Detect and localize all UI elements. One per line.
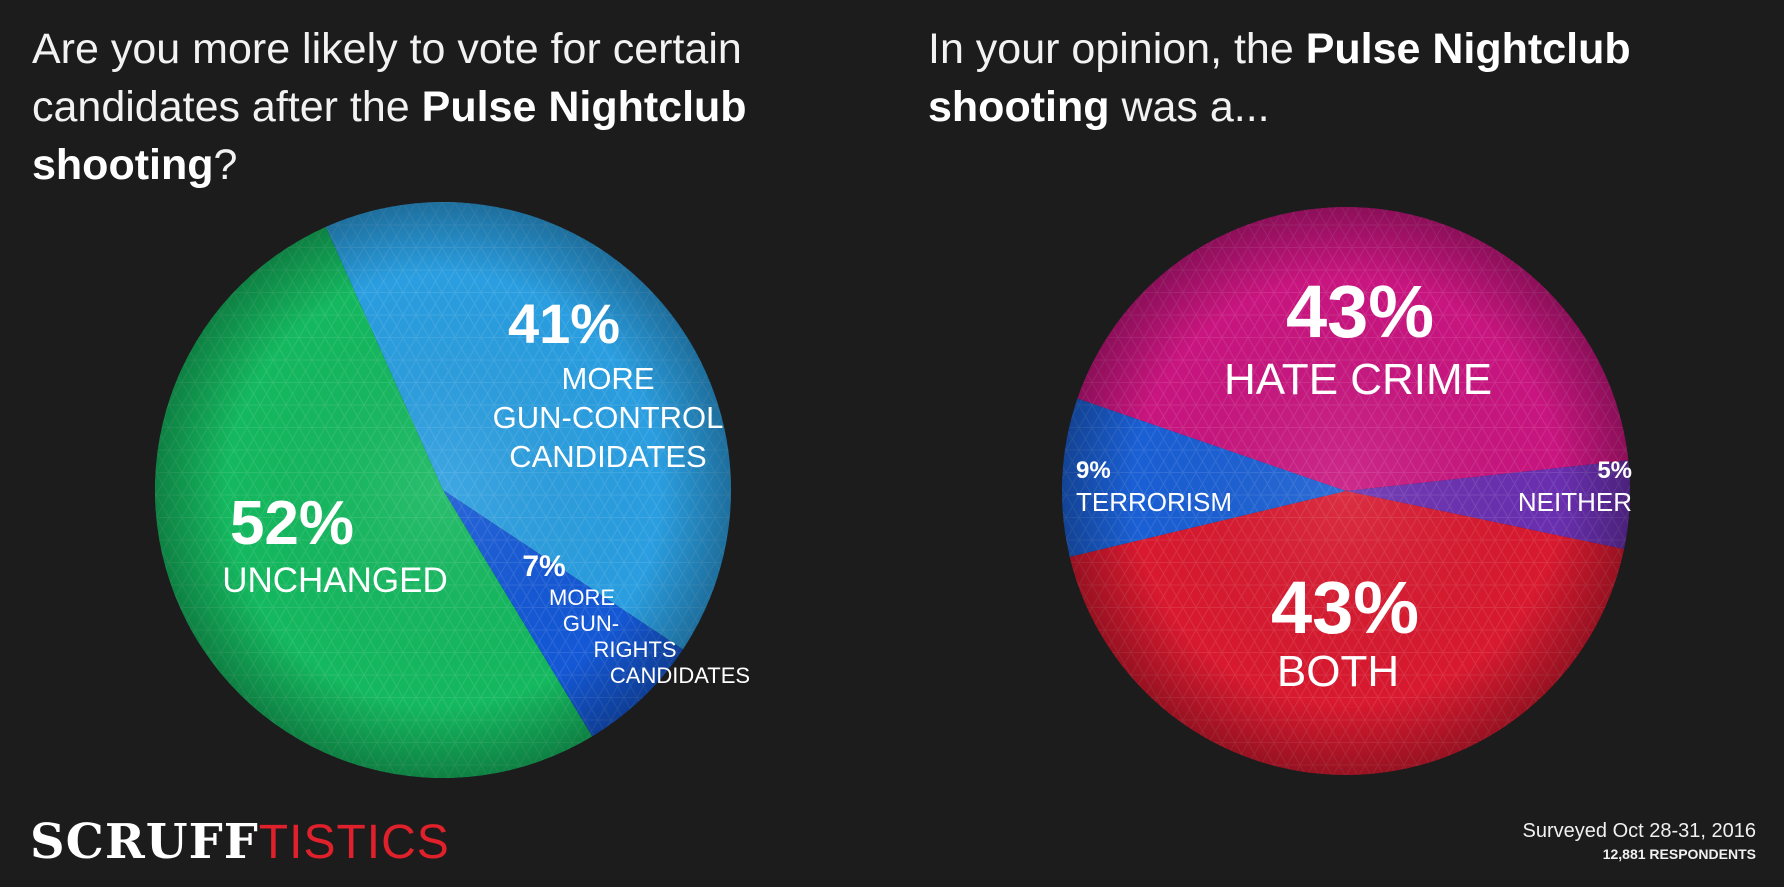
pie-left-category-label-unchanged: UNCHANGED [222, 561, 448, 600]
pie-right-category-label-hate-crime: HATE CRIME [1224, 355, 1492, 404]
brand-logo: SCRUFFTISTICS [30, 818, 450, 867]
pie-left: 41% MORE GUN-CONTROL CANDIDATES 7% MORE … [154, 202, 750, 779]
pie-left-category-label-gun-control-1: MORE [562, 361, 655, 396]
pie-right-value-label-hate-crime: 43% [1286, 270, 1434, 353]
pie-left-category-label-gun-rights-4: CANDIDATES [610, 663, 750, 688]
right-title-post: was a... [1109, 83, 1270, 131]
pie-right-shading [1062, 207, 1630, 775]
pie-right: 43% HATE CRIME 5% NEITHER 43% BOTH 9% TE… [1061, 206, 1632, 776]
pie-left-category-label-gun-control-2: GUN-CONTROL [493, 400, 724, 435]
left-title-post: ? [213, 141, 238, 189]
right-chart-title: In your opinion, the Pulse Nightclub sho… [928, 20, 1748, 136]
pie-left-value-label-unchanged: 52% [230, 489, 354, 558]
pie-left-value-label-gun-rights: 7% [522, 550, 565, 583]
survey-date: Surveyed Oct 28-31, 2016 [1522, 820, 1756, 842]
pie-left-category-label-gun-rights-2: GUN- [563, 611, 619, 636]
pie-left-category-label-gun-control-3: CANDIDATES [509, 439, 707, 474]
pie-left-value-label-gun-control: 41% [508, 292, 620, 355]
brand-logo-part2: TISTICS [258, 816, 450, 869]
pie-right-category-label-terrorism: TERRORISM [1076, 487, 1232, 517]
pie-right-category-label-both: BOTH [1277, 647, 1399, 696]
survey-info: Surveyed Oct 28-31, 2016 12,881 RESPONDE… [1523, 818, 1756, 864]
pie-right-value-label-terrorism: 9% [1076, 457, 1111, 484]
pie-left-category-label-gun-rights-1: MORE [549, 585, 615, 610]
survey-respondents: 12,881 RESPONDENTS [1602, 846, 1756, 862]
right-title-bold: Pulse Nightclub shooting [928, 25, 1631, 131]
brand-logo-part1: SCRUFF [30, 814, 259, 870]
left-chart-title: Are you more likely to vote for certain … [32, 20, 852, 194]
pie-right-value-label-neither: 5% [1597, 457, 1632, 484]
right-title-pre: In your opinion, the [928, 25, 1306, 73]
pie-left-category-label-gun-rights-3: RIGHTS [593, 637, 676, 662]
left-title-bold: Pulse Nightclub shooting [32, 83, 747, 189]
left-title-pre: Are you more likely to vote for certain … [32, 25, 742, 131]
pie-right-value-label-both: 43% [1271, 566, 1419, 649]
pie-left-shading [155, 202, 731, 778]
pie-right-category-label-neither: NEITHER [1518, 487, 1632, 517]
